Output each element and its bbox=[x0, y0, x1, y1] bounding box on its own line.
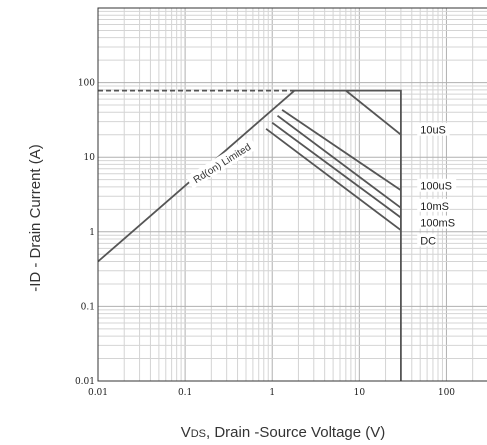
annotation-rotated: Rd(on) Limited bbox=[185, 136, 258, 189]
annotation-label: DC bbox=[420, 235, 436, 247]
annotation-background bbox=[185, 136, 258, 189]
grid-lines bbox=[97, 8, 487, 382]
plot-frame bbox=[97, 7, 487, 382]
x-axis-title-main: V bbox=[181, 424, 191, 441]
series-line-100ms bbox=[271, 121, 402, 219]
annotation-label: 10mS bbox=[420, 201, 449, 213]
y-tick-label: 100 bbox=[78, 79, 95, 89]
annotation-label: 10uS bbox=[420, 125, 446, 137]
annotation-background bbox=[417, 122, 450, 136]
y-tick-label: 1 bbox=[89, 228, 95, 238]
x-tick-label: 1 bbox=[269, 388, 275, 398]
series-line-dc bbox=[265, 128, 402, 231]
annotation-label: 100uS bbox=[420, 181, 452, 193]
series-line-10us bbox=[345, 89, 402, 136]
x-tick-label: 10 bbox=[354, 388, 366, 398]
series-line-10ms bbox=[276, 114, 402, 209]
x-tick-label: 0.1 bbox=[178, 388, 192, 398]
annotation-background bbox=[417, 233, 437, 247]
y-tick-label: 10 bbox=[84, 153, 96, 163]
annotation-background bbox=[417, 178, 457, 192]
x-axis-title: VDS, Drain -Source Voltage (V) bbox=[181, 424, 386, 441]
y-axis-title: -ID - Drain Current (A) bbox=[27, 144, 44, 292]
x-tick-label: 100 bbox=[438, 388, 455, 398]
series-line-limit bbox=[294, 89, 402, 381]
tick-labels: 0.01 0.1 1 10 100 0.01 0.1 1 10 100 bbox=[75, 79, 455, 398]
series-line-100us bbox=[281, 109, 402, 192]
y-tick-label: 0.1 bbox=[81, 302, 95, 312]
y-tick-label: 0.01 bbox=[75, 377, 95, 387]
x-tick-label: 0.01 bbox=[88, 388, 108, 398]
annotation-label: 100mS bbox=[420, 218, 455, 230]
annotation-background bbox=[417, 198, 450, 212]
annotation-background bbox=[417, 215, 457, 229]
x-axis-title-rest: , Drain -Source Voltage (V) bbox=[206, 424, 385, 441]
x-axis-title-sub: DS bbox=[191, 428, 206, 440]
